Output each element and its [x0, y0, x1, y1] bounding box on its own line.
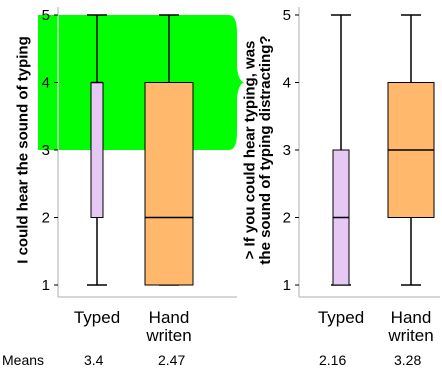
box-handwriten	[144, 82, 194, 286]
y-tick-label: 2	[283, 210, 291, 227]
y-tick-label: 2	[42, 210, 50, 227]
y-tick-label: 4	[283, 75, 291, 92]
x-category-label: Hand writen	[387, 308, 433, 345]
chart-panel-1: 1 2 3 4 5 I could hear the sound of typing Typ…	[14, 7, 244, 345]
highlight-band	[38, 15, 244, 150]
x-category-label: Typed	[318, 308, 364, 327]
y-tick-label: 3	[283, 142, 291, 159]
means-right-typed: 2.16	[319, 352, 347, 368]
means-label: Means	[2, 352, 45, 368]
means-left-handwriten: 2.47	[158, 352, 186, 368]
means-left-typed: 3.4	[84, 352, 104, 368]
x-category-label: Typed	[74, 308, 120, 327]
y-tick-label: 3	[42, 142, 50, 159]
y-tick-label: 5	[283, 7, 291, 24]
y-tick-label: 5	[42, 7, 50, 24]
y-tick-label: 1	[42, 277, 50, 294]
means-right-handwriten: 3.28	[394, 352, 422, 368]
y-tick-label: 1	[283, 277, 291, 294]
chart-panel-2: 1 2 3 4 5 > If you could hear typing, wasthe …	[241, 7, 440, 345]
box-typed	[90, 82, 104, 218]
y-axis-label: I could hear the sound of typing	[14, 36, 31, 264]
x-category-label: Hand writen	[145, 308, 191, 345]
y-tick-label: 4	[42, 75, 50, 92]
y-axis-label: > If you could hear typing, wasthe sound…	[241, 35, 274, 264]
